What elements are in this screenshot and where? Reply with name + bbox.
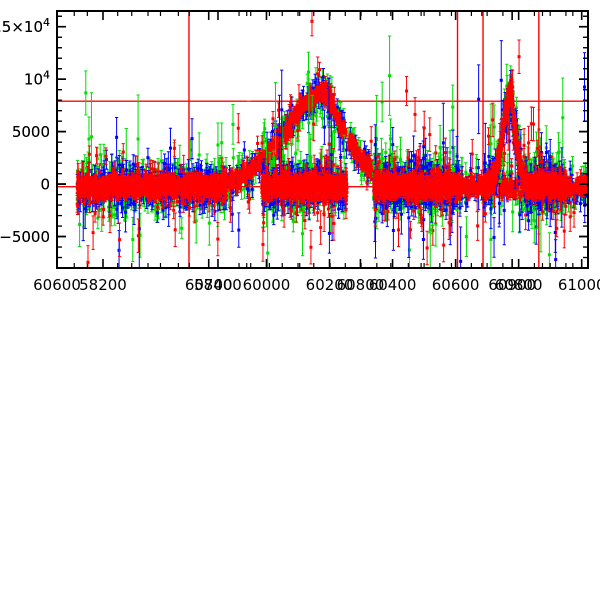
y-tick-label: 1.5×104 <box>0 16 50 36</box>
y-tick-label: 104 <box>24 69 50 89</box>
x-tick-label: 61000 <box>558 276 600 294</box>
x-tick-label: 60600 <box>432 276 480 294</box>
x-tick-label: 58400 <box>194 276 242 294</box>
x-tick-label: 60000 <box>243 276 291 294</box>
x-tick-label: 60200 <box>306 276 354 294</box>
x-tick-label: 60800 <box>495 276 543 294</box>
x-axis-ticks <box>74 11 581 268</box>
y-tick-label: 0 <box>40 176 50 194</box>
y-tick-label: 5000 <box>12 123 50 141</box>
data-points-green <box>76 71 228 262</box>
x-tick-label: 60400 <box>369 276 417 294</box>
y-tick-label: −5000 <box>0 228 50 246</box>
x-tick-label: 58200 <box>79 276 127 294</box>
